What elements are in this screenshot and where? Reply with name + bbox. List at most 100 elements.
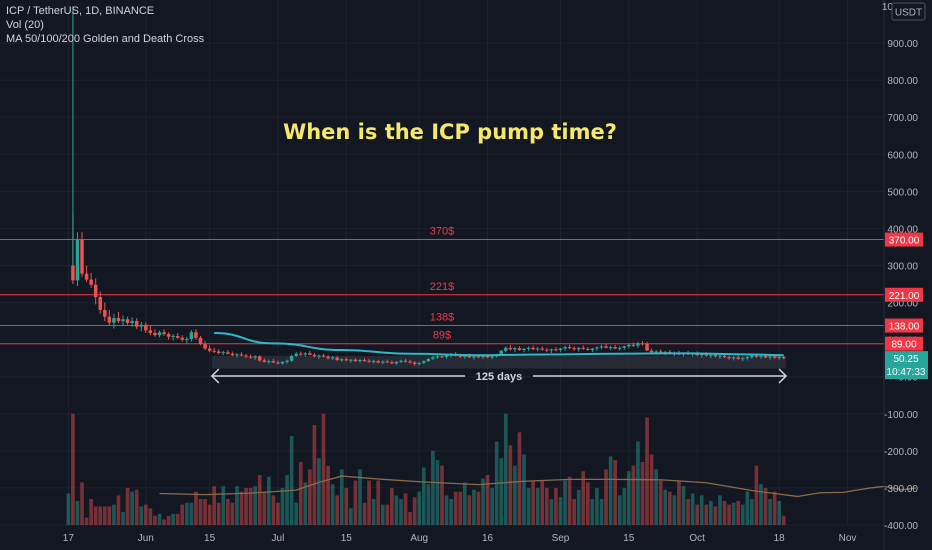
candle-body xyxy=(116,318,121,322)
volume-bar xyxy=(194,491,198,525)
volume-bar xyxy=(153,515,157,525)
candle-body xyxy=(144,324,148,331)
candle-body xyxy=(330,357,335,359)
y-tick-label: 700.00 xyxy=(887,113,918,124)
candle-body xyxy=(763,355,768,358)
candle-body xyxy=(303,353,308,355)
volume-bar xyxy=(317,458,321,525)
candle-body xyxy=(531,347,535,350)
x-tick-label: 15 xyxy=(341,533,353,544)
candle-body xyxy=(576,347,581,350)
volume-bar xyxy=(71,413,75,525)
volume-bar xyxy=(112,504,116,525)
volume-bar xyxy=(289,436,294,525)
candle-body xyxy=(121,319,125,322)
candle-body xyxy=(308,353,312,355)
volume-bar xyxy=(681,486,686,525)
volume-bar xyxy=(408,512,412,525)
candle-body xyxy=(636,343,640,346)
candle-body xyxy=(103,309,107,317)
volume-bar xyxy=(339,469,344,525)
volume-bar xyxy=(531,480,535,525)
candle-body xyxy=(640,343,645,345)
volume-bar xyxy=(503,413,508,525)
x-tick-label: Oct xyxy=(689,533,705,544)
candle-body xyxy=(212,350,216,352)
candle-body xyxy=(262,360,267,362)
volume-bar xyxy=(116,495,121,525)
y-tick-label: -300.00 xyxy=(884,484,918,495)
x-tick-label: 15 xyxy=(204,533,216,544)
volume-bar xyxy=(98,506,103,525)
volume-bar xyxy=(718,495,722,525)
volume-bar xyxy=(226,499,230,525)
candle-body xyxy=(513,348,517,350)
volume-bar xyxy=(130,491,134,525)
volume-bar xyxy=(367,480,371,525)
volume-bar xyxy=(535,487,540,525)
price-axis[interactable]: 900.00 800.00 700.00 600.00 500.00 400.00 300.… xyxy=(882,2,919,532)
volume-bar xyxy=(772,491,777,525)
volume-bar xyxy=(476,491,481,525)
candle-body xyxy=(299,353,303,355)
volume-bar xyxy=(376,480,381,525)
candle-body xyxy=(504,347,508,351)
candle-body xyxy=(613,347,617,349)
volume-bar xyxy=(508,445,513,525)
candle-body xyxy=(207,348,212,351)
level-price-tag xyxy=(885,287,923,302)
volume-bar xyxy=(262,491,267,525)
volume-bar xyxy=(84,517,89,525)
volume-bar xyxy=(467,495,472,525)
candle-body xyxy=(171,335,175,337)
volume-bar xyxy=(526,487,531,525)
symbol-title[interactable]: ICP / TetherUS, 1D, BINANCE xyxy=(6,5,155,17)
volume-bar xyxy=(699,495,704,525)
candle-body xyxy=(772,356,777,358)
candle-body xyxy=(280,361,285,364)
currency-label: USDT xyxy=(895,8,922,19)
candle-body xyxy=(558,348,563,351)
volume-bar xyxy=(544,487,549,525)
candle-body xyxy=(166,334,171,337)
consolidation-band xyxy=(211,355,787,369)
candle-body xyxy=(463,355,467,357)
candle-body xyxy=(777,357,781,359)
x-tick-label: 17 xyxy=(63,533,75,544)
candle-body xyxy=(71,265,75,281)
volume-bar xyxy=(417,491,422,525)
y-tick-label: 900.00 xyxy=(887,39,918,50)
candle-body xyxy=(627,344,631,347)
y-tick-label: 200.00 xyxy=(887,299,918,310)
volume-indicator-label[interactable]: Vol (20) xyxy=(6,19,44,31)
candle-body xyxy=(189,332,194,339)
candle-body xyxy=(340,359,344,361)
time-axis[interactable]: 17 Jun 15 Jul 15 Aug 16 Sep 15 Oct 18 Nov xyxy=(63,533,857,544)
volume-bar xyxy=(403,493,408,525)
volume-bar xyxy=(490,487,494,525)
volume-bar xyxy=(399,499,403,525)
candle-body xyxy=(485,355,490,358)
grid-lines xyxy=(0,0,884,526)
volume-bar xyxy=(298,461,303,525)
volume-bar xyxy=(485,474,490,525)
y-tick-label: 400.00 xyxy=(887,224,918,235)
candle-body xyxy=(440,356,444,358)
volume-bar xyxy=(768,499,772,525)
candle-body xyxy=(175,335,180,338)
ma-indicator-label[interactable]: MA 50/100/200 Golden and Death Cross xyxy=(6,33,205,45)
candle-body xyxy=(526,347,531,349)
volume-bar xyxy=(162,519,166,525)
candle-body xyxy=(444,355,449,358)
volume-bar xyxy=(75,500,80,525)
candle-body xyxy=(385,361,390,363)
volume-bar xyxy=(435,460,440,525)
volume-bar xyxy=(558,497,563,525)
volume-bar xyxy=(426,484,431,525)
candle-body xyxy=(93,284,98,298)
volume-bar xyxy=(576,489,581,525)
x-tick-label: Sep xyxy=(552,533,570,544)
volume-bar xyxy=(280,487,285,525)
currency-badge[interactable]: USDT xyxy=(891,2,926,21)
